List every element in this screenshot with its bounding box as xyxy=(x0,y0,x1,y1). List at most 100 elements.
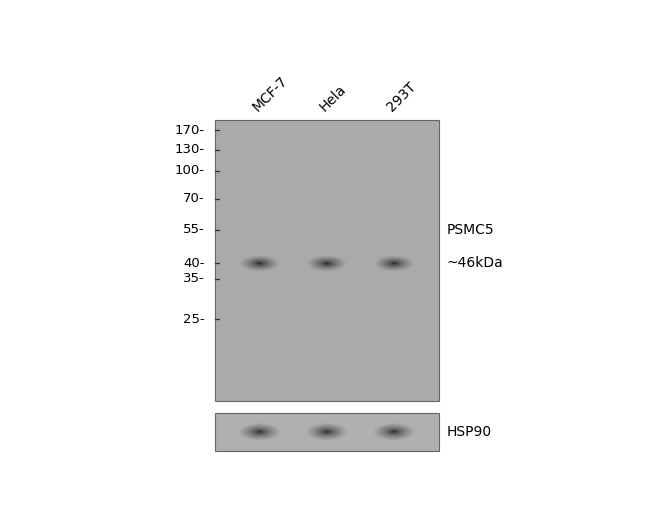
Ellipse shape xyxy=(239,423,280,440)
Ellipse shape xyxy=(386,428,402,435)
Ellipse shape xyxy=(252,261,267,266)
Ellipse shape xyxy=(316,427,338,436)
Text: 293T: 293T xyxy=(384,80,419,114)
Ellipse shape xyxy=(385,428,403,436)
Ellipse shape xyxy=(246,258,274,269)
Ellipse shape xyxy=(311,257,343,270)
Ellipse shape xyxy=(315,259,338,268)
Ellipse shape xyxy=(392,263,396,264)
Ellipse shape xyxy=(323,430,331,434)
Ellipse shape xyxy=(373,255,415,272)
Ellipse shape xyxy=(383,427,406,436)
Ellipse shape xyxy=(240,424,279,440)
Ellipse shape xyxy=(374,423,415,440)
Ellipse shape xyxy=(377,424,411,439)
Ellipse shape xyxy=(312,257,342,269)
Ellipse shape xyxy=(317,259,336,267)
Ellipse shape xyxy=(392,431,396,433)
Text: PSMC5: PSMC5 xyxy=(447,223,494,237)
Ellipse shape xyxy=(377,256,411,270)
Ellipse shape xyxy=(324,431,330,433)
Ellipse shape xyxy=(320,429,333,434)
Ellipse shape xyxy=(378,425,410,439)
Ellipse shape xyxy=(313,426,341,438)
Ellipse shape xyxy=(242,256,278,271)
Ellipse shape xyxy=(259,263,261,264)
Ellipse shape xyxy=(253,261,266,266)
Ellipse shape xyxy=(257,262,263,265)
Ellipse shape xyxy=(320,429,334,435)
Ellipse shape xyxy=(250,259,269,267)
Ellipse shape xyxy=(252,428,268,435)
Text: HSP90: HSP90 xyxy=(447,425,491,439)
Ellipse shape xyxy=(307,424,346,440)
Ellipse shape xyxy=(315,258,339,268)
Ellipse shape xyxy=(389,261,400,266)
Ellipse shape xyxy=(326,431,328,432)
Ellipse shape xyxy=(255,430,265,434)
Ellipse shape xyxy=(248,426,272,437)
FancyBboxPatch shape xyxy=(214,413,439,451)
Ellipse shape xyxy=(382,426,406,437)
Ellipse shape xyxy=(255,430,264,434)
Ellipse shape xyxy=(380,258,408,269)
Text: 25-: 25- xyxy=(183,313,205,326)
Ellipse shape xyxy=(393,431,395,432)
Ellipse shape xyxy=(250,428,268,436)
Ellipse shape xyxy=(311,425,343,439)
Ellipse shape xyxy=(245,426,274,438)
Ellipse shape xyxy=(309,424,345,439)
Ellipse shape xyxy=(244,425,275,438)
Ellipse shape xyxy=(388,429,400,434)
Ellipse shape xyxy=(313,258,341,269)
Ellipse shape xyxy=(393,263,395,264)
Ellipse shape xyxy=(381,258,408,269)
Ellipse shape xyxy=(248,259,271,268)
Ellipse shape xyxy=(374,255,414,271)
Ellipse shape xyxy=(387,261,402,266)
Ellipse shape xyxy=(242,424,277,439)
Ellipse shape xyxy=(244,257,276,270)
Ellipse shape xyxy=(252,429,266,435)
Ellipse shape xyxy=(310,256,344,270)
Text: 70-: 70- xyxy=(183,192,205,205)
Text: 35-: 35- xyxy=(183,272,205,285)
Ellipse shape xyxy=(309,256,344,271)
Ellipse shape xyxy=(319,261,334,266)
Text: MCF-7: MCF-7 xyxy=(250,74,291,114)
Ellipse shape xyxy=(246,426,273,437)
Ellipse shape xyxy=(249,259,270,268)
Ellipse shape xyxy=(389,262,399,265)
Ellipse shape xyxy=(311,425,342,438)
Ellipse shape xyxy=(387,261,400,266)
Ellipse shape xyxy=(306,255,348,272)
Ellipse shape xyxy=(385,260,402,267)
Ellipse shape xyxy=(307,255,346,271)
Ellipse shape xyxy=(254,261,265,266)
Ellipse shape xyxy=(375,256,413,271)
Ellipse shape xyxy=(323,262,331,265)
Ellipse shape xyxy=(372,423,415,441)
Ellipse shape xyxy=(250,427,270,436)
Text: 40-: 40- xyxy=(183,257,205,270)
Ellipse shape xyxy=(317,259,337,268)
Ellipse shape xyxy=(247,258,272,268)
Ellipse shape xyxy=(324,262,330,265)
Ellipse shape xyxy=(257,431,261,433)
Ellipse shape xyxy=(306,423,347,440)
Ellipse shape xyxy=(309,424,344,439)
Ellipse shape xyxy=(257,431,263,433)
Ellipse shape xyxy=(237,422,282,441)
Ellipse shape xyxy=(322,262,332,265)
Ellipse shape xyxy=(325,263,329,264)
Ellipse shape xyxy=(374,424,413,440)
Ellipse shape xyxy=(384,427,404,436)
Ellipse shape xyxy=(318,428,336,436)
Ellipse shape xyxy=(304,422,349,441)
Ellipse shape xyxy=(384,259,404,268)
Ellipse shape xyxy=(376,256,412,271)
Ellipse shape xyxy=(257,263,261,264)
Ellipse shape xyxy=(379,425,410,438)
Ellipse shape xyxy=(390,430,398,434)
Ellipse shape xyxy=(326,263,328,264)
